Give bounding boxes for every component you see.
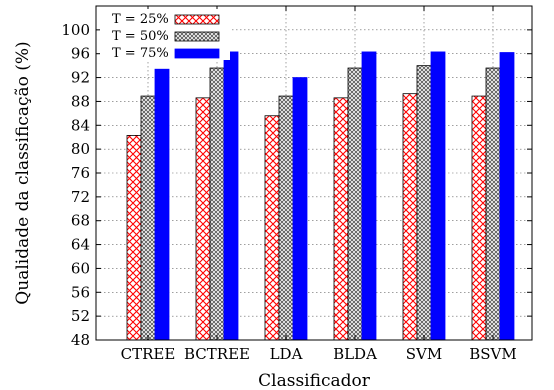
y-tick-label: 84 (71, 116, 90, 134)
y-tick-label: 52 (71, 307, 90, 325)
bar (416, 65, 432, 341)
x-tick-label: BLDA (333, 345, 377, 363)
bar (361, 51, 377, 341)
bar (126, 135, 142, 341)
bar (223, 51, 239, 341)
bar (209, 67, 225, 341)
y-tick-label: 96 (71, 45, 90, 63)
bar (278, 95, 294, 341)
x-tick-label: CTREE (121, 345, 176, 363)
y-tick-label: 100 (61, 21, 90, 39)
bar (485, 67, 501, 341)
bar (430, 51, 446, 341)
bar (499, 52, 515, 341)
y-tick-label: 80 (71, 140, 90, 158)
y-axis-title: Qualidade da classificação (%) (13, 41, 33, 304)
y-tick-label: 68 (71, 212, 90, 230)
legend-swatch (174, 14, 220, 25)
x-tick-label: BSVM (469, 345, 517, 363)
axis-ticks: 48 52 56 60 64 68 72 76 80 84 88 92 96 100 CTREE BCTREE… (61, 6, 532, 363)
y-tick-label: 56 (71, 283, 90, 301)
legend: T = 25% T = 50% T = 75% (100, 9, 230, 61)
x-tick-label: BCTREE (184, 345, 250, 363)
bar (347, 67, 363, 341)
y-tick-label: 76 (71, 164, 90, 182)
y-tick-label: 88 (71, 92, 90, 110)
y-tick-label: 64 (71, 236, 90, 254)
bar (140, 95, 156, 341)
y-tick-label: 72 (71, 188, 90, 206)
legend-label: T = 25% (112, 12, 169, 27)
legend-label: T = 50% (112, 29, 169, 44)
bar (333, 97, 349, 341)
x-tick-label: SVM (406, 345, 442, 363)
y-tick-label: 48 (71, 331, 90, 349)
bar (195, 97, 211, 341)
bar (154, 68, 170, 341)
x-tick-label: LDA (270, 345, 303, 363)
legend-label: T = 75% (112, 46, 169, 61)
bar (402, 93, 418, 341)
x-axis-title: Classificador (258, 371, 371, 390)
bars (126, 51, 515, 341)
y-tick-label: 60 (71, 259, 90, 277)
legend-swatch (174, 31, 220, 42)
bar (471, 95, 487, 341)
bar (292, 77, 308, 341)
legend-swatch (174, 48, 220, 59)
y-tick-label: 92 (71, 69, 90, 87)
bar (264, 115, 280, 341)
